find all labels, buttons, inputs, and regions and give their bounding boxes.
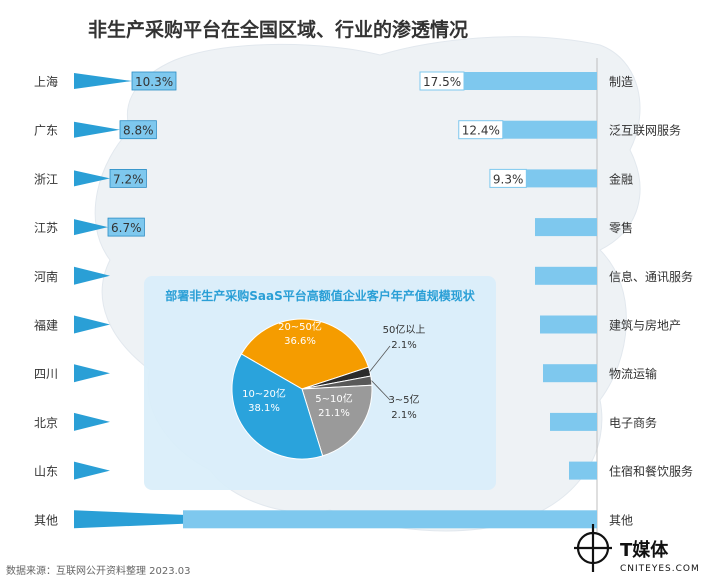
region-triangle bbox=[74, 510, 290, 529]
pie-slice-label: 10~20亿 bbox=[242, 387, 286, 400]
pie-slice-label: 5~10亿 bbox=[315, 392, 352, 405]
industry-value-box bbox=[458, 120, 504, 140]
region-triangle bbox=[74, 461, 110, 480]
chart-title: 非生产采购平台在全国区域、行业的渗透情况 bbox=[88, 18, 468, 41]
industry-label: 其他 bbox=[609, 513, 633, 527]
region-triangle bbox=[74, 121, 120, 138]
pie-slice bbox=[231, 353, 324, 460]
region-triangle bbox=[74, 412, 110, 431]
industry-bar bbox=[569, 461, 597, 480]
source-note: 数据来源：互联网公开资料整理 2023.03 bbox=[6, 564, 191, 577]
industry-label: 信息、通讯服务 bbox=[609, 269, 693, 284]
industry-value-label: 12.4% bbox=[462, 124, 500, 138]
region-value-box bbox=[119, 120, 157, 140]
region-label: 四川 bbox=[34, 367, 58, 381]
pie-slice-label: 20~50亿 bbox=[278, 320, 322, 333]
industry-bar bbox=[464, 72, 597, 90]
industry-label: 泛互联网服务 bbox=[609, 123, 681, 138]
pie-slice-value: 36.6% bbox=[284, 336, 316, 347]
pie-chart: 20~50亿 36.6% 5~10亿 21.1% 10~20亿 38.1% 50亿以上 2.1… bbox=[231, 318, 426, 460]
industry-label: 建筑与房地产 bbox=[609, 318, 681, 333]
region-label: 河南 bbox=[34, 269, 58, 284]
industry-label: 电子商务 bbox=[609, 415, 657, 430]
region-label: 北京 bbox=[34, 416, 58, 430]
pie-slice-label: 50亿以上 bbox=[383, 323, 426, 336]
industry-bar bbox=[550, 412, 597, 431]
industry-value-box bbox=[419, 71, 465, 91]
pie-slice bbox=[240, 318, 370, 390]
region-triangle bbox=[74, 315, 110, 334]
region-value-label: 7.2% bbox=[113, 172, 144, 186]
pie-title: 部署非生产采购SaaS平台高额值企业客户年产值规模现状 bbox=[165, 288, 475, 303]
industry-bar bbox=[535, 266, 597, 285]
region-triangle bbox=[74, 170, 110, 187]
industry-chart: 制造 17.5% 泛互联网服务 12.4% 金融 9.3% 零售信息、通讯服务建筑与房地产物… bbox=[183, 58, 693, 532]
region-label: 山东 bbox=[34, 465, 58, 479]
region-value-label: 6.7% bbox=[111, 221, 142, 235]
industry-bar bbox=[543, 364, 597, 383]
region-label: 浙江 bbox=[34, 172, 58, 186]
pie-slice-value: 21.1% bbox=[318, 408, 350, 419]
pie-slice-value: 38.1% bbox=[248, 403, 280, 414]
logo: T媒体 CNITEYES.COM bbox=[574, 524, 700, 574]
industry-bar bbox=[540, 315, 597, 334]
region-triangle bbox=[74, 73, 132, 89]
pie-leader-line bbox=[369, 345, 391, 372]
industry-value-label: 17.5% bbox=[423, 75, 461, 89]
logo-name: T媒体 bbox=[620, 539, 669, 561]
region-triangle bbox=[74, 219, 108, 236]
industry-value-box bbox=[489, 168, 527, 188]
industry-value-label: 9.3% bbox=[493, 172, 524, 186]
region-value-box bbox=[109, 168, 147, 188]
region-value-box bbox=[131, 71, 177, 91]
pie-slice-label: 3~5亿 bbox=[388, 393, 419, 406]
industry-bar bbox=[535, 218, 597, 237]
region-value-label: 10.3% bbox=[135, 75, 173, 89]
industry-label: 制造 bbox=[609, 75, 633, 89]
region-value-label: 8.8% bbox=[123, 124, 154, 138]
logo-subtitle: CNITEYES.COM bbox=[620, 564, 700, 574]
industry-bar bbox=[502, 120, 597, 139]
industry-bar bbox=[183, 510, 597, 529]
industry-label: 零售 bbox=[609, 220, 633, 235]
region-value-box bbox=[107, 217, 145, 237]
region-label: 江苏 bbox=[34, 221, 58, 235]
region-label: 上海 bbox=[34, 74, 58, 89]
pie-slice-value: 2.1% bbox=[391, 410, 416, 421]
region-label: 其他 bbox=[34, 513, 58, 527]
region-triangle bbox=[74, 364, 110, 383]
region-label: 福建 bbox=[34, 318, 58, 333]
industry-label: 物流运输 bbox=[609, 366, 657, 381]
industry-bar bbox=[526, 169, 597, 188]
pie-slice bbox=[301, 384, 373, 457]
industry-label: 住宿和餐饮服务 bbox=[609, 464, 693, 479]
region-label: 广东 bbox=[34, 124, 58, 138]
industry-label: 金融 bbox=[609, 171, 633, 186]
region-triangle bbox=[74, 266, 110, 285]
pie-leader-line bbox=[371, 380, 391, 401]
pie-slice-value: 2.1% bbox=[391, 340, 416, 351]
